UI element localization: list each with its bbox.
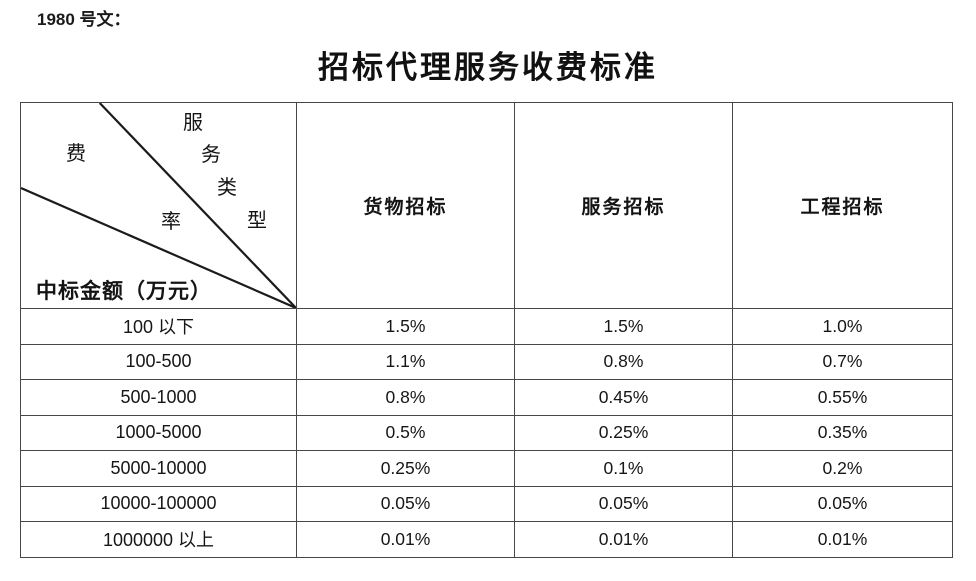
corner-service-type-char: 服	[183, 112, 203, 134]
rate-cell: 1.5%	[296, 308, 515, 345]
rate-cell: 0.2%	[732, 450, 953, 487]
table-row: 100-500 1.1% 0.8% 0.7%	[20, 343, 953, 380]
rate-cell: 0.25%	[514, 414, 733, 451]
rate-cell: 0.25%	[296, 450, 515, 487]
rate-cell: 0.05%	[732, 485, 953, 522]
rate-cell: 1.5%	[514, 308, 733, 345]
row-label-cell: 10000-100000	[20, 485, 297, 522]
table-row: 5000-10000 0.25% 0.1% 0.2%	[20, 450, 953, 487]
rate-cell: 0.05%	[296, 485, 515, 522]
row-label-cell: 100 以下	[20, 308, 297, 345]
rate-cell: 0.05%	[514, 485, 733, 522]
column-header-goods: 货物招标	[296, 102, 515, 309]
corner-service-type-char: 型	[247, 210, 267, 232]
rate-cell: 1.0%	[732, 308, 953, 345]
table-row: 100 以下 1.5% 1.5% 1.0%	[20, 308, 953, 345]
rate-cell: 0.01%	[296, 521, 515, 558]
table-row: 500-1000 0.8% 0.45% 0.55%	[20, 379, 953, 416]
corner-fee-rate-char: 率	[161, 211, 181, 233]
rate-cell: 0.8%	[296, 379, 515, 416]
fee-standard-table: 服 务 类 型 费 率 中标金额（万元） 货物招标 服务招标 工程招标 100 …	[20, 102, 953, 558]
rate-cell: 0.01%	[514, 521, 733, 558]
column-header-service: 服务招标	[514, 102, 733, 309]
rate-cell: 0.1%	[514, 450, 733, 487]
rate-cell: 0.8%	[514, 343, 733, 380]
header-diagonal-line-upper	[98, 103, 296, 308]
diagonal-header-cell: 服 务 类 型 费 率 中标金额（万元）	[20, 102, 297, 309]
corner-fee-rate-char: 费	[66, 143, 86, 165]
rate-cell: 0.7%	[732, 343, 953, 380]
row-label-cell: 100-500	[20, 343, 297, 380]
table-row: 1000-5000 0.5% 0.25% 0.35%	[20, 414, 953, 451]
rate-cell: 1.1%	[296, 343, 515, 380]
header-diagonal-line-lower	[21, 186, 296, 308]
diagonal-divider-icon	[21, 103, 296, 308]
page-title: 招标代理服务收费标准	[318, 50, 658, 85]
row-label-cell: 1000-5000	[20, 414, 297, 451]
table-row: 1000000 以上 0.01% 0.01% 0.01%	[20, 521, 953, 558]
table-row: 10000-100000 0.05% 0.05% 0.05%	[20, 485, 953, 522]
rate-cell: 0.45%	[514, 379, 733, 416]
column-header-engineering: 工程招标	[732, 102, 953, 309]
corner-service-type-char: 类	[217, 177, 237, 199]
corner-service-type-char: 务	[201, 144, 221, 166]
rate-cell: 0.55%	[732, 379, 953, 416]
doc-number-label: 1980 号文：	[37, 10, 131, 29]
corner-amount-label: 中标金额（万元）	[36, 279, 212, 303]
row-label-cell: 5000-10000	[20, 450, 297, 487]
rate-cell: 0.01%	[732, 521, 953, 558]
row-label-cell: 1000000 以上	[20, 521, 297, 558]
row-label-cell: 500-1000	[20, 379, 297, 416]
table-header-row: 服 务 类 型 费 率 中标金额（万元） 货物招标 服务招标 工程招标	[20, 102, 953, 309]
rate-cell: 0.35%	[732, 414, 953, 451]
rate-cell: 0.5%	[296, 414, 515, 451]
